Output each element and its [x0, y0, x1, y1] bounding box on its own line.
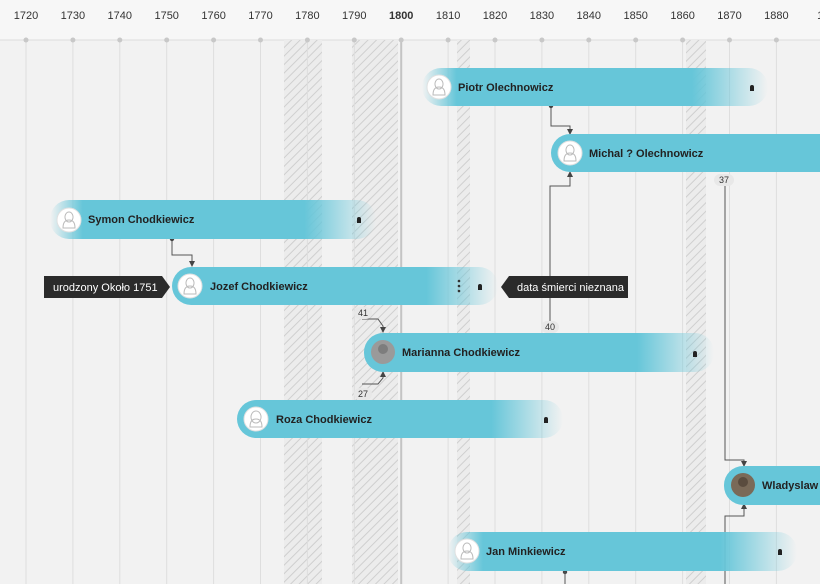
year-label-1850: 1850	[623, 10, 647, 22]
year-label-1740: 1740	[108, 10, 132, 22]
age-label: 40	[545, 322, 555, 332]
year-label-1800: 1800	[389, 10, 413, 22]
year-label-1830: 1830	[530, 10, 554, 22]
tick-dot-1880	[773, 37, 779, 43]
year-label-1840: 1840	[577, 10, 601, 22]
lock-icon[interactable]	[778, 549, 782, 555]
connector-symon-jozef	[171, 239, 195, 267]
person-name: Symon Chodkiewicz	[88, 214, 195, 226]
connector-roza-marianna	[362, 371, 386, 385]
male-silhouette-icon	[432, 78, 446, 96]
tick-dot-1860	[680, 37, 686, 43]
relation-connectors	[171, 106, 747, 584]
tick-dot-1770	[258, 37, 263, 43]
person-bar-symon[interactable]: Symon Chodkiewicz	[50, 200, 376, 239]
person-bar-jozef[interactable]: Jozef Chodkiewicz	[172, 267, 498, 305]
tick-dot-1790	[351, 37, 357, 43]
male-silhouette-icon	[62, 211, 76, 229]
year-label-1750: 1750	[154, 10, 178, 22]
person-bar-jan[interactable]: Jan Minkiewicz	[448, 532, 797, 571]
female-silhouette-icon	[249, 410, 263, 428]
person-bar-marianna[interactable]: Marianna Chodkiewicz	[364, 333, 714, 372]
tick-dot-1730	[70, 37, 76, 43]
timeline-header	[0, 0, 820, 40]
tick-dot-1800	[398, 37, 404, 43]
tick-dot-1780	[304, 37, 310, 43]
year-label-1870: 1870	[717, 10, 741, 22]
lock-icon[interactable]	[693, 351, 697, 357]
person-bar-wladyslaw[interactable]: Wladyslaw	[724, 466, 820, 505]
age-badge: 37	[714, 174, 734, 186]
age-label: 41	[358, 308, 368, 318]
connector-michal-wladyslaw	[724, 186, 747, 467]
year-label-1790: 1790	[342, 10, 366, 22]
male-silhouette-icon	[183, 277, 197, 295]
age-label: 27	[358, 389, 368, 399]
age-badge: 27	[354, 388, 372, 400]
tick-dot-1720	[23, 37, 29, 43]
tick-dot-1740	[117, 37, 123, 43]
photo-face	[378, 344, 388, 354]
year-label-1810: 1810	[436, 10, 460, 22]
more-options-icon[interactable]	[457, 279, 461, 293]
lock-icon[interactable]	[544, 417, 548, 423]
tick-dot-1840	[586, 37, 592, 43]
year-label-1780: 1780	[295, 10, 319, 22]
tick-dot-1820	[492, 37, 498, 43]
year-label-1880: 1880	[764, 10, 788, 22]
hatched-period	[686, 40, 706, 584]
year-labels: 1720 1730 1740 1750 1760 1770 1780 1790 1800 1810…	[14, 10, 820, 22]
male-silhouette-icon	[460, 542, 474, 560]
year-label-1860: 1860	[670, 10, 694, 22]
year-label-1760: 1760	[201, 10, 225, 22]
year-label-1770: 1770	[248, 10, 272, 22]
tick-dot-1750	[164, 37, 170, 43]
person-bar-piotr[interactable]: Piotr Olechnowicz	[422, 68, 768, 106]
year-label-1720: 1720	[14, 10, 38, 22]
person-name: Roza Chodkiewicz	[276, 414, 372, 426]
male-silhouette-icon	[563, 144, 577, 162]
photo-face	[738, 477, 748, 487]
age-badge: 40	[541, 321, 559, 333]
hatched-period	[457, 40, 470, 584]
age-label: 37	[719, 175, 729, 185]
tick-dot-1850	[633, 37, 639, 43]
person-name: Wladyslaw	[762, 480, 819, 492]
tick-dot-1810	[445, 37, 451, 43]
person-name: Jan Minkiewicz	[486, 546, 566, 558]
connector-jozef-marianna	[362, 318, 386, 333]
year-label-18: 18	[817, 10, 820, 22]
death-tooltip-text: data śmierci nieznana	[517, 282, 625, 294]
birth-tooltip: urodzony Około 1751	[44, 276, 170, 298]
lock-icon[interactable]	[750, 85, 754, 91]
tick-dot-1760	[211, 37, 217, 43]
lock-icon[interactable]	[478, 284, 482, 290]
year-label-1820: 1820	[483, 10, 507, 22]
person-name: Michal ? Olechnowicz	[589, 148, 704, 160]
person-bar-michal[interactable]: Michal ? Olechnowicz	[551, 134, 820, 172]
birth-tooltip-text: urodzony Około 1751	[53, 282, 158, 294]
person-name: Jozef Chodkiewicz	[210, 281, 308, 293]
hatched-period	[284, 40, 322, 584]
person-bar-roza[interactable]: Roza Chodkiewicz	[237, 400, 563, 438]
person-name: Piotr Olechnowicz	[458, 82, 554, 94]
connector-piotr-michal	[550, 106, 573, 135]
person-name: Marianna Chodkiewicz	[402, 347, 520, 359]
tick-dot-1870	[727, 37, 732, 43]
connector-marianna-michal	[549, 171, 573, 322]
lock-icon[interactable]	[357, 217, 361, 223]
death-tooltip: data śmierci nieznana	[501, 276, 628, 298]
age-badge: 41	[354, 307, 372, 319]
year-label-1730: 1730	[61, 10, 85, 22]
tick-dot-1830	[539, 37, 545, 43]
